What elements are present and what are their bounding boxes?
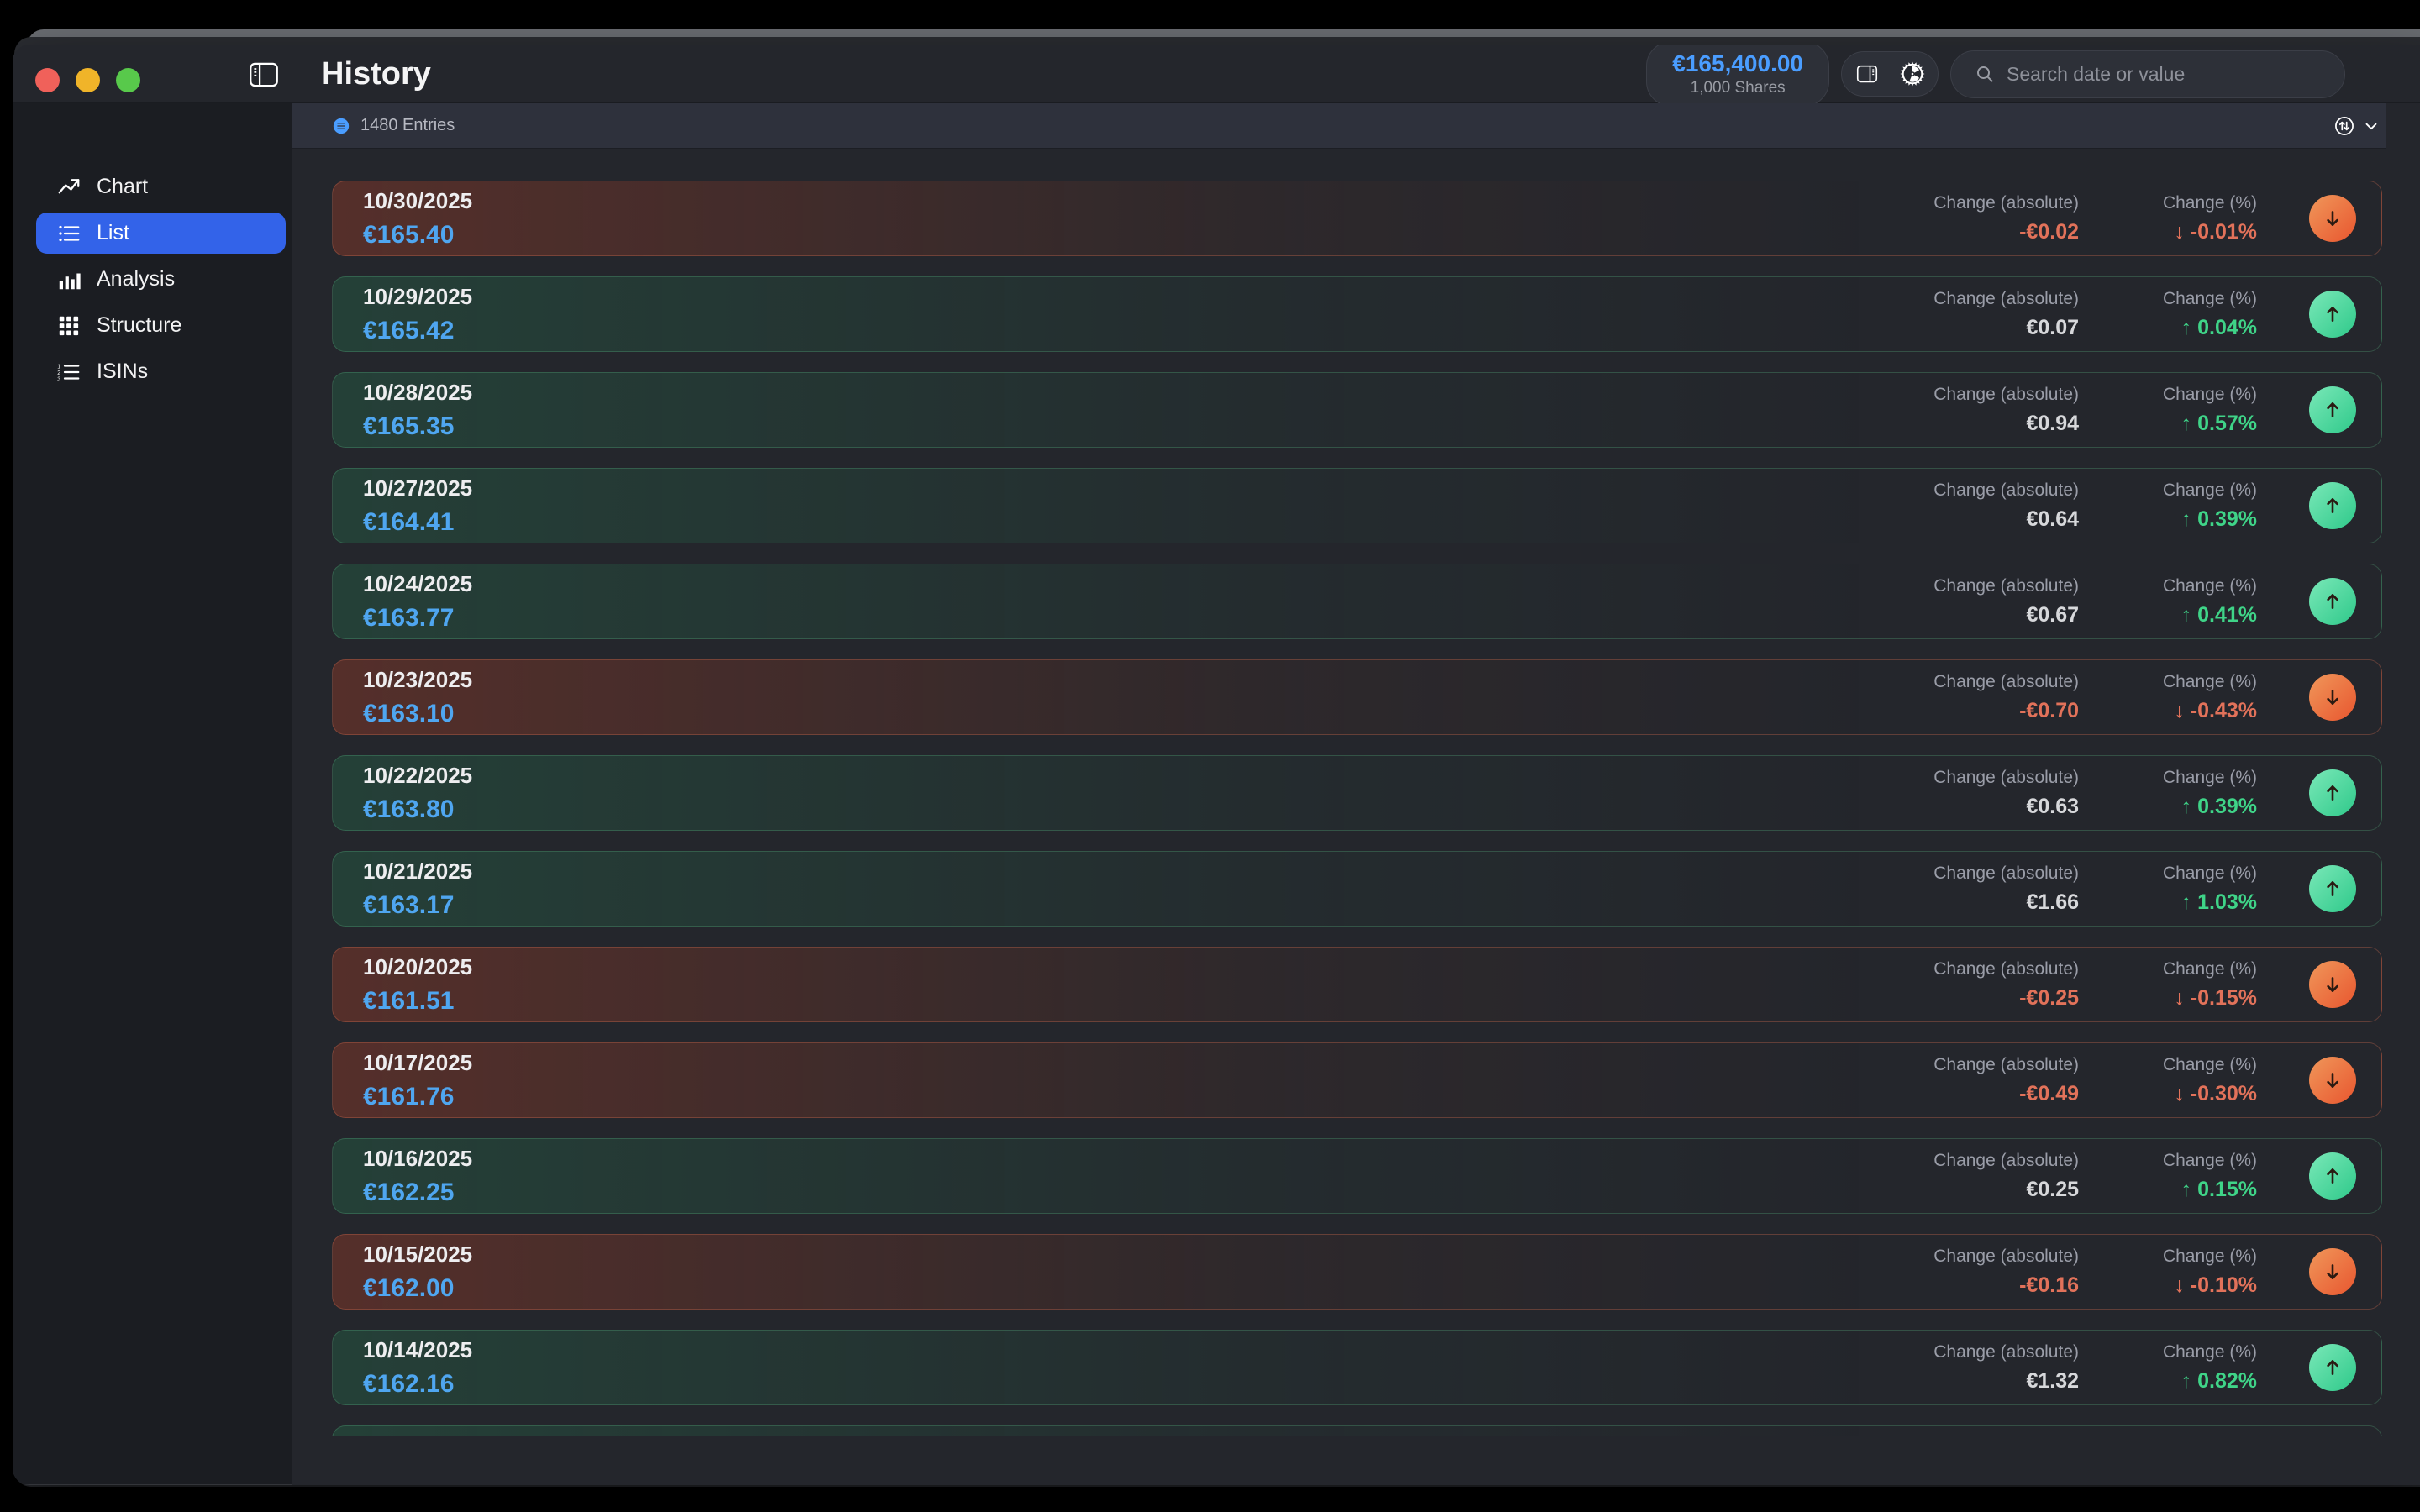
svg-text:3: 3 xyxy=(57,376,60,382)
svg-text:2: 2 xyxy=(57,370,60,376)
svg-text:1: 1 xyxy=(57,364,60,370)
